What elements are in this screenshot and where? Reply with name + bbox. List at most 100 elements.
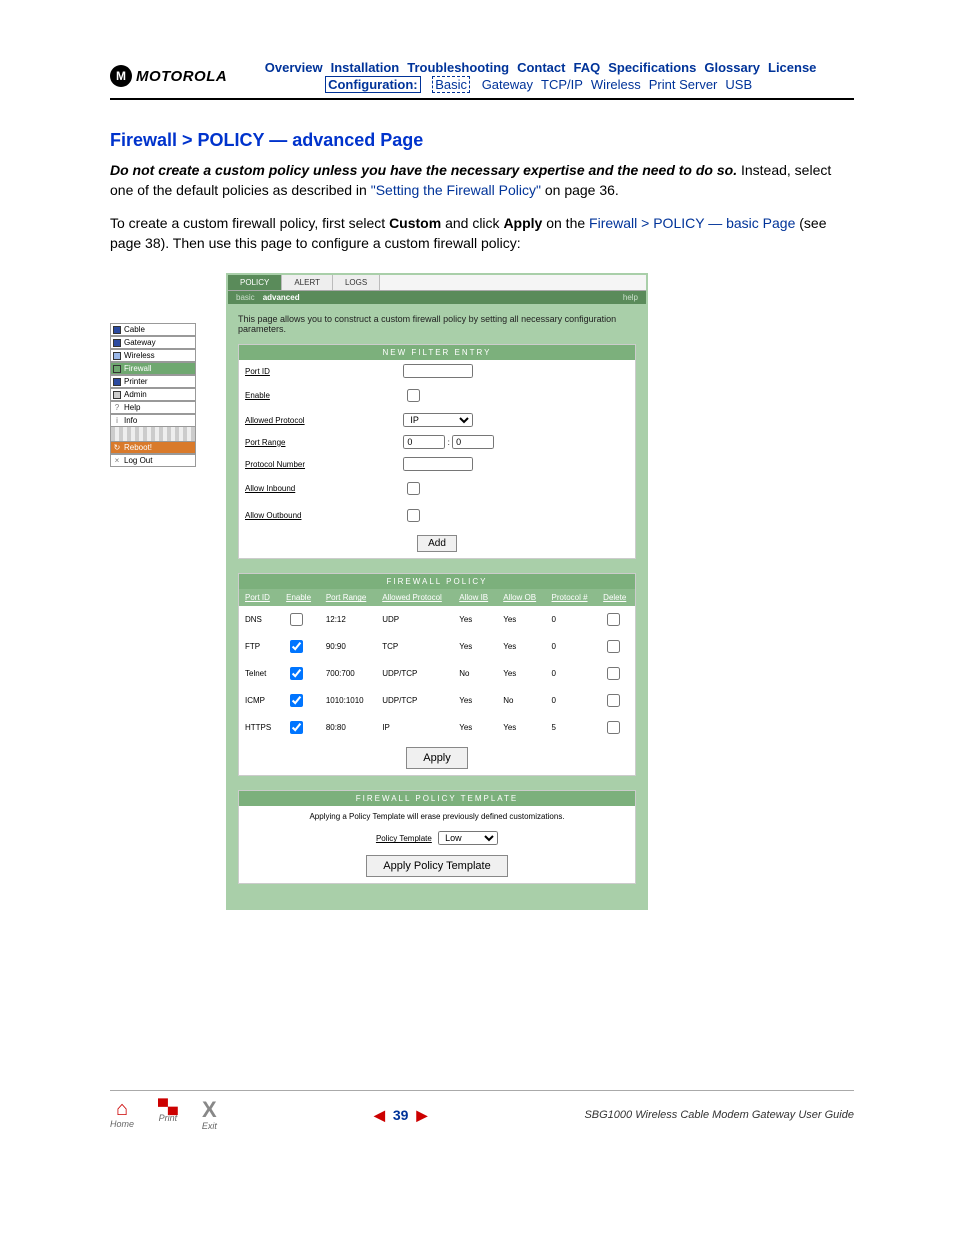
checkbox-enable[interactable] (407, 389, 420, 402)
sidenav-icon (113, 378, 121, 386)
enable-checkbox[interactable] (290, 613, 303, 626)
tab-logs[interactable]: LOGS (333, 275, 380, 290)
cell: DNS (239, 606, 280, 633)
nav-tcpip[interactable]: TCP/IP (541, 77, 583, 92)
subtab-advanced[interactable]: advanced (263, 293, 300, 302)
sidenav-icon (113, 339, 121, 347)
config-window: POLICYALERTLOGS basicadvanced help This … (226, 273, 648, 910)
col-header: Delete (597, 589, 635, 606)
policy-row: ICMP1010:1010UDP/TCPYesNo0 (239, 687, 635, 714)
delete-checkbox[interactable] (607, 613, 620, 626)
input-port-from[interactable] (403, 435, 445, 449)
para2-apply: Apply (503, 215, 542, 231)
tab-policy[interactable]: POLICY (228, 275, 282, 290)
cell: Yes (453, 687, 497, 714)
apply-template-button[interactable]: Apply Policy Template (366, 855, 507, 877)
print-button[interactable]: ▀▄Print (158, 1099, 178, 1131)
nav-contact[interactable]: Contact (517, 60, 565, 75)
logo-icon: M (110, 65, 132, 87)
sidenav-label: Help (124, 403, 140, 412)
para2-d: on the (542, 215, 589, 231)
input-port-id[interactable] (403, 364, 473, 378)
next-page-icon[interactable]: ▶ (416, 1107, 427, 1124)
template-select-label: Policy Template (376, 834, 432, 843)
cell: 12:12 (320, 606, 376, 633)
checkbox-allow-outbound[interactable] (407, 509, 420, 522)
tab-alert[interactable]: ALERT (282, 275, 333, 290)
page-number: 39 (393, 1107, 409, 1123)
sidenav-label: Info (124, 416, 137, 425)
col-header: Protocol # (546, 589, 598, 606)
para1-warning: Do not create a custom policy unless you… (110, 162, 737, 178)
policy-panel: FIREWALL POLICY Port IDEnablePort RangeA… (238, 573, 636, 776)
nav-overview[interactable]: Overview (265, 60, 323, 75)
apply-button[interactable]: Apply (406, 747, 468, 769)
sidenav-help[interactable]: ?Help (110, 401, 196, 414)
sidenav-icon (113, 365, 121, 373)
para2-link[interactable]: Firewall > POLICY — basic Page (589, 215, 795, 231)
template-panel: FIREWALL POLICY TEMPLATE Applying a Poli… (238, 790, 636, 884)
cell: UDP/TCP (376, 687, 453, 714)
field-label: Allowed Protocol (239, 409, 397, 431)
cell: TCP (376, 633, 453, 660)
para1-link[interactable]: "Setting the Firewall Policy" (371, 182, 541, 198)
nav-wireless[interactable]: Wireless (591, 77, 641, 92)
doc-title-footer: SBG1000 Wireless Cable Modem Gateway Use… (584, 1109, 854, 1121)
col-header: Port Range (320, 589, 376, 606)
delete-checkbox[interactable] (607, 694, 620, 707)
cell: ICMP (239, 687, 280, 714)
delete-checkbox[interactable] (607, 721, 620, 734)
enable-checkbox[interactable] (290, 640, 303, 653)
nav-glossary[interactable]: Glossary (704, 60, 760, 75)
sidenav-logout[interactable]: ×Log Out (110, 454, 196, 467)
nav-basic[interactable]: Basic (432, 76, 470, 93)
select-allowed-protocol[interactable]: IP (403, 413, 473, 427)
enable-checkbox[interactable] (290, 721, 303, 734)
sidenav-cable[interactable]: Cable (110, 323, 196, 336)
nav-usb[interactable]: USB (725, 77, 752, 92)
config-label: Configuration: (325, 76, 421, 93)
input-port-to[interactable] (452, 435, 494, 449)
sidenav-icon (113, 391, 121, 399)
sidenav-gateway[interactable]: Gateway (110, 336, 196, 349)
template-select[interactable]: Low (438, 831, 498, 845)
nav-specifications[interactable]: Specifications (608, 60, 696, 75)
enable-checkbox[interactable] (290, 694, 303, 707)
policy-row: Telnet700:700UDP/TCPNoYes0 (239, 660, 635, 687)
cell: Yes (497, 633, 545, 660)
cell: 0 (546, 687, 598, 714)
nav-faq[interactable]: FAQ (573, 60, 600, 75)
cell: 90:90 (320, 633, 376, 660)
cell: 700:700 (320, 660, 376, 687)
checkbox-allow-inbound[interactable] (407, 482, 420, 495)
field-label: Port Range (239, 431, 397, 453)
nav-gateway[interactable]: Gateway (482, 77, 533, 92)
enable-checkbox[interactable] (290, 667, 303, 680)
field-label: Protocol Number (239, 453, 397, 475)
col-header: Allow IB (453, 589, 497, 606)
sidenav-admin[interactable]: Admin (110, 388, 196, 401)
cell: UDP/TCP (376, 660, 453, 687)
subtab-basic[interactable]: basic (236, 293, 255, 302)
sidenav-firewall[interactable]: Firewall (110, 362, 196, 375)
delete-checkbox[interactable] (607, 667, 620, 680)
paragraph-2: To create a custom firewall policy, firs… (110, 214, 854, 253)
add-button[interactable]: Add (417, 535, 457, 552)
cell: No (497, 687, 545, 714)
nav-installation[interactable]: Installation (331, 60, 400, 75)
delete-checkbox[interactable] (607, 640, 620, 653)
nav-printserver[interactable]: Print Server (649, 77, 718, 92)
home-button[interactable]: ⌂Home (110, 1099, 134, 1131)
sidenav-info[interactable]: iInfo (110, 414, 196, 427)
page-title: Firewall > POLICY — advanced Page (110, 130, 854, 151)
help-link[interactable]: help (623, 293, 638, 302)
nav-troubleshooting[interactable]: Troubleshooting (407, 60, 509, 75)
prev-page-icon[interactable]: ◀ (374, 1107, 385, 1124)
window-subtabs: basic advanced help (228, 291, 646, 304)
nav-license[interactable]: License (768, 60, 816, 75)
sidenav-wireless[interactable]: Wireless (110, 349, 196, 362)
input-protocol-number[interactable] (403, 457, 473, 471)
sidenav-reboot[interactable]: ↻Reboot! (110, 441, 196, 454)
sidenav-printer[interactable]: Printer (110, 375, 196, 388)
exit-button[interactable]: XExit (202, 1099, 217, 1131)
